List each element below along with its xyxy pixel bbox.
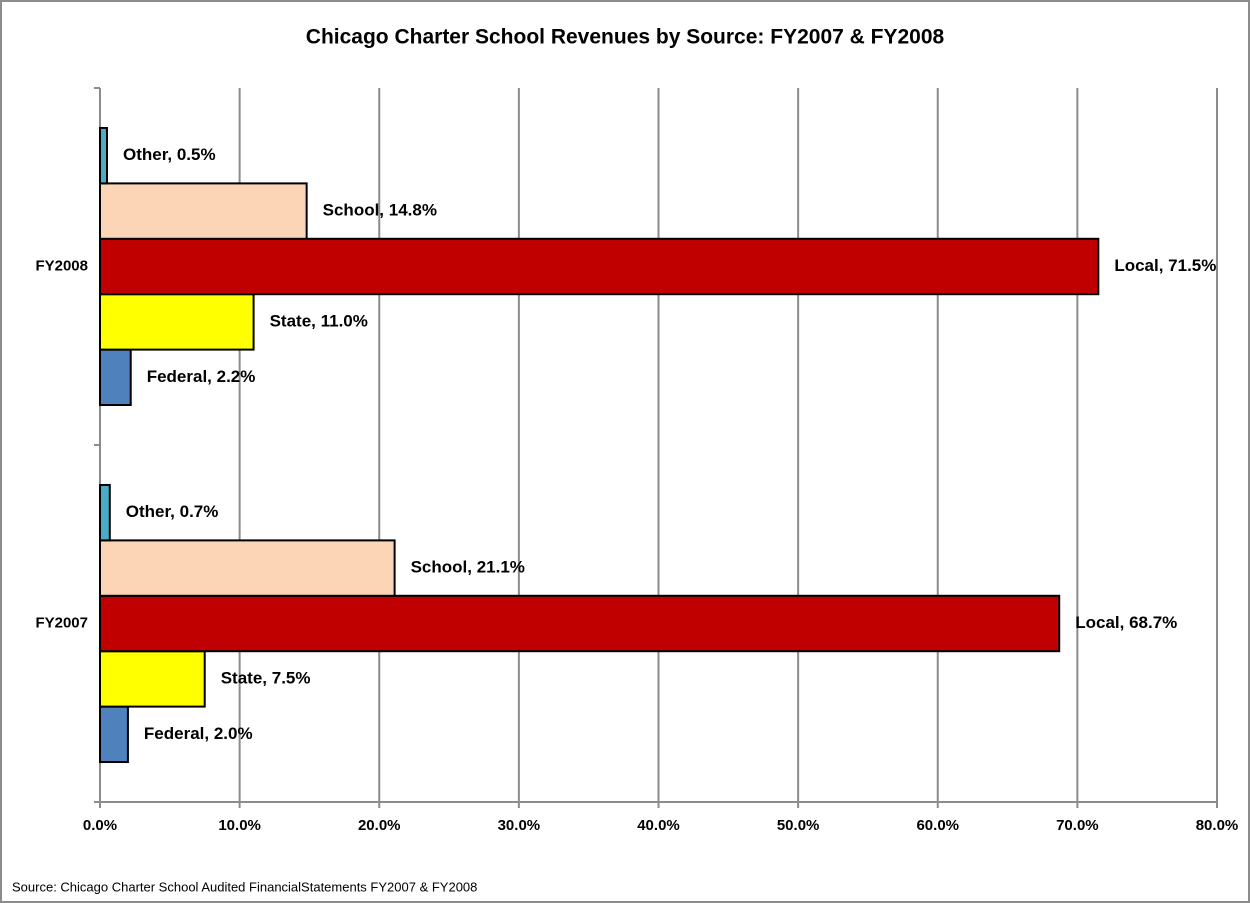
data-label: School, 14.8% <box>323 201 437 220</box>
data-label: Federal, 2.0% <box>144 724 253 743</box>
x-tick-label: 30.0% <box>498 817 541 834</box>
chart-title: Chicago Charter School Revenues by Sourc… <box>306 26 945 49</box>
y-tick-label: FY2007 <box>35 614 88 631</box>
bar <box>99 483 111 542</box>
bar <box>99 293 255 351</box>
x-tick-label: 10.0% <box>218 817 261 834</box>
x-tick-label: 0.0% <box>83 817 117 834</box>
data-label: State, 11.0% <box>270 311 368 330</box>
source-note: Source: Chicago Charter School Audited F… <box>12 879 477 894</box>
data-label: Other, 0.7% <box>126 502 219 521</box>
y-tick-label: FY2008 <box>35 257 88 274</box>
bar <box>99 182 308 240</box>
x-tick-label: 40.0% <box>637 817 680 834</box>
bar <box>99 594 1061 653</box>
x-tick-label: 70.0% <box>1056 817 1099 834</box>
data-label: Federal, 2.2% <box>147 367 256 386</box>
data-label: State, 7.5% <box>221 668 311 687</box>
x-tick-label: 80.0% <box>1196 817 1239 834</box>
bar <box>99 705 129 764</box>
bar <box>99 126 108 185</box>
data-label: Local, 68.7% <box>1075 613 1177 632</box>
data-label: Other, 0.5% <box>123 145 216 164</box>
data-label: School, 21.1% <box>411 558 525 577</box>
bar <box>99 650 206 708</box>
x-tick-label: 60.0% <box>916 817 959 834</box>
x-tick-label: 20.0% <box>358 817 401 834</box>
bar <box>99 237 1100 296</box>
bar <box>99 348 132 407</box>
data-label: Local, 71.5% <box>1114 256 1216 275</box>
bar <box>99 539 396 597</box>
x-tick-label: 50.0% <box>777 817 820 834</box>
